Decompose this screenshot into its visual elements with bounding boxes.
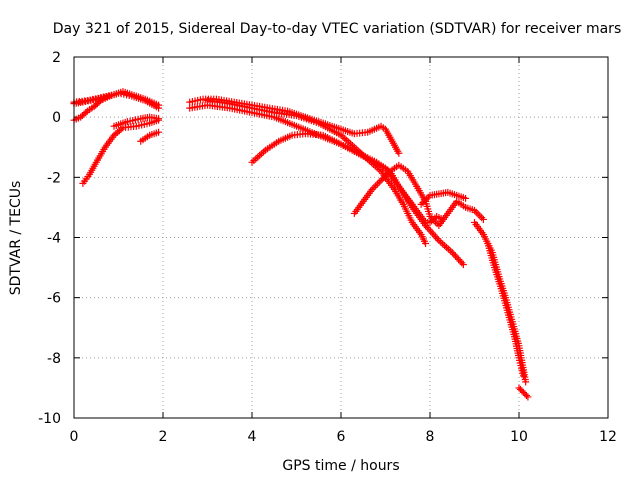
x-tick-label: 10 bbox=[510, 429, 528, 445]
data-point bbox=[78, 112, 86, 120]
x-tick-label: 6 bbox=[337, 429, 346, 445]
data-point bbox=[106, 92, 114, 100]
data-point bbox=[458, 259, 466, 267]
series-track-10 bbox=[248, 130, 447, 226]
series-track-6 bbox=[137, 128, 163, 145]
data-series bbox=[70, 88, 532, 401]
series-track-9 bbox=[204, 97, 430, 248]
data-point bbox=[450, 250, 458, 258]
x-axis-label: GPS time / hours bbox=[282, 458, 399, 474]
data-point bbox=[155, 128, 163, 136]
series-track-5 bbox=[110, 113, 163, 130]
data-point bbox=[77, 113, 85, 121]
plot-frame bbox=[73, 56, 609, 419]
data-point bbox=[479, 215, 487, 223]
y-tick-label: 2 bbox=[52, 50, 61, 66]
y-tick-label: -6 bbox=[47, 291, 61, 307]
data-point bbox=[453, 254, 461, 262]
data-point bbox=[90, 103, 98, 111]
series-track-11 bbox=[350, 161, 487, 229]
series-track-12 bbox=[417, 188, 470, 208]
data-point bbox=[82, 109, 90, 117]
axis-ticks: 0 2 4 6 8 10 12 -10 -8 -6 -4 -2 0 2 bbox=[38, 50, 617, 445]
data-point bbox=[95, 98, 103, 106]
series-track-15 bbox=[515, 384, 532, 401]
data-point bbox=[395, 149, 403, 157]
y-tick-label: -2 bbox=[47, 170, 61, 186]
data-point bbox=[516, 385, 524, 393]
x-tick-label: 12 bbox=[599, 429, 617, 445]
data-point bbox=[515, 384, 523, 392]
x-tick-label: 8 bbox=[426, 429, 435, 445]
data-point bbox=[155, 104, 163, 112]
data-point bbox=[92, 101, 100, 109]
series-track-3 bbox=[70, 92, 114, 124]
data-point bbox=[155, 115, 163, 123]
series-track-4 bbox=[79, 116, 163, 187]
data-point bbox=[524, 393, 532, 401]
grid bbox=[74, 57, 608, 418]
data-point bbox=[518, 387, 526, 395]
data-point bbox=[455, 255, 463, 263]
data-point bbox=[521, 390, 529, 398]
y-tick-label: -4 bbox=[47, 231, 61, 247]
x-tick-label: 2 bbox=[159, 429, 168, 445]
data-point bbox=[519, 372, 527, 380]
y-tick-label: 0 bbox=[52, 110, 61, 126]
x-tick-label: 0 bbox=[70, 429, 79, 445]
data-point bbox=[456, 257, 464, 265]
data-point bbox=[448, 249, 456, 257]
data-point bbox=[451, 252, 459, 260]
data-point bbox=[519, 388, 527, 396]
chart-title: Day 321 of 2015, Sidereal Day-to-day VTE… bbox=[53, 21, 621, 37]
data-point bbox=[462, 194, 470, 202]
data-point bbox=[459, 261, 467, 269]
data-point bbox=[522, 391, 530, 399]
y-axis-label: SDTVAR / TECUs bbox=[8, 181, 24, 296]
data-point bbox=[426, 218, 434, 226]
y-tick-label: -8 bbox=[47, 351, 61, 367]
data-point bbox=[522, 378, 530, 386]
data-point bbox=[80, 110, 88, 118]
data-point bbox=[93, 100, 101, 108]
x-tick-label: 4 bbox=[248, 429, 257, 445]
data-point bbox=[422, 240, 430, 248]
series-track-14 bbox=[484, 240, 527, 380]
y-tick-label: -10 bbox=[38, 411, 61, 427]
